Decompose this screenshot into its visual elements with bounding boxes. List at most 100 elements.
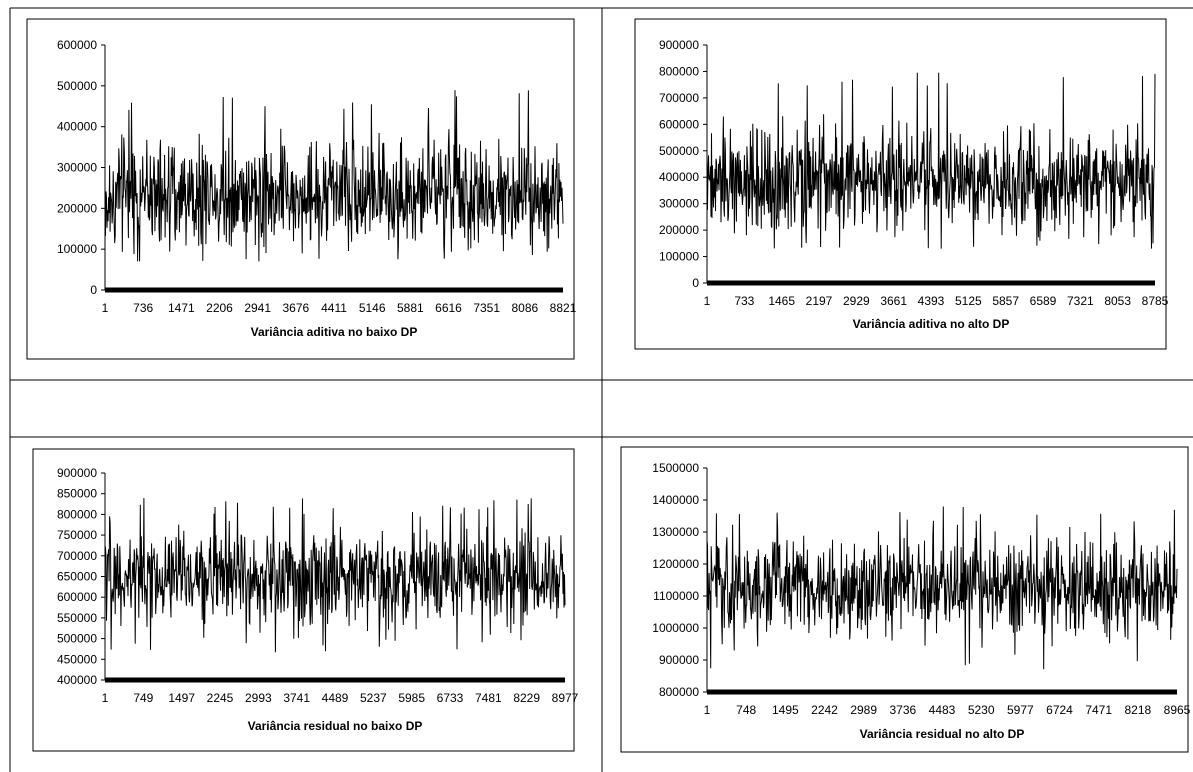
x-tick-label: 7471 <box>1085 703 1112 717</box>
series-line <box>104 498 566 653</box>
y-tick-label: 850000 <box>57 487 97 501</box>
x-tick-label: 1 <box>102 301 109 315</box>
y-tick-label: 1100000 <box>653 589 699 603</box>
chart-frame <box>634 18 1167 350</box>
x-tick-label: 1471 <box>168 301 195 315</box>
y-tick-label: 800000 <box>659 64 699 78</box>
x-tick-label: 5125 <box>955 294 982 308</box>
x-tick-label: 4393 <box>918 294 945 308</box>
x-tick-label: 7321 <box>1067 294 1094 308</box>
x-tick-label: 6733 <box>437 691 464 705</box>
y-tick-label: 0 <box>90 283 97 297</box>
x-tick-label: 5230 <box>968 703 995 717</box>
y-tick-label: 1200000 <box>652 557 699 571</box>
x-tick-label: 1 <box>704 703 711 717</box>
chart-residual-low-dp: 400000 450000 500000 550000 600000 650000 7000… <box>32 448 579 752</box>
y-tick-label: 800000 <box>57 507 97 521</box>
y-tick-label: 1300000 <box>652 525 699 539</box>
x-tick-label: 8821 <box>550 301 577 315</box>
x-axis-label: Variância aditiva no alto DP <box>853 317 1010 331</box>
x-tick-label: 7351 <box>473 301 500 315</box>
y-tick-label: 400000 <box>57 120 97 134</box>
y-tick-label: 200000 <box>659 223 699 237</box>
chart-residual-high-dp: 800000 900000 1000000 1100000 1200000 1300000… <box>620 446 1191 753</box>
chart-frame <box>26 18 575 360</box>
y-tick-label: 300000 <box>57 161 97 175</box>
y-tick-label: 900000 <box>57 466 97 480</box>
x-tick-label: 1465 <box>768 294 795 308</box>
x-tick-label: 6589 <box>1030 294 1057 308</box>
y-tick-label: 600000 <box>57 590 97 604</box>
x-tick-label: 5977 <box>1007 703 1034 717</box>
x-tick-label: 5985 <box>398 691 425 705</box>
chart-frame <box>620 446 1189 753</box>
series-line <box>706 506 1178 670</box>
x-tick-label: 5146 <box>359 301 386 315</box>
y-tick-label: 800000 <box>659 685 699 699</box>
chart-additive-high-dp: 0 100000 200000 300000 400000 500000 600000 700… <box>634 18 1169 350</box>
x-tick-label: 8218 <box>1124 703 1151 717</box>
x-tick-label: 5881 <box>397 301 424 315</box>
y-tick-label: 700000 <box>57 549 97 563</box>
y-tick-label: 700000 <box>659 91 699 105</box>
y-tick-label: 500000 <box>57 79 97 93</box>
x-tick-label: 6616 <box>435 301 462 315</box>
y-tick-label: 450000 <box>57 652 97 666</box>
y-tick-label: 600000 <box>659 117 699 131</box>
y-tick-label: 400000 <box>659 170 699 184</box>
series-line <box>104 90 564 262</box>
x-tick-label: 2929 <box>843 294 870 308</box>
y-tick-label: 300000 <box>659 197 699 211</box>
x-axis-label: Variância residual no alto DP <box>860 727 1025 741</box>
x-tick-label: 8086 <box>511 301 538 315</box>
x-tick-label: 2993 <box>245 691 272 705</box>
x-tick-label: 736 <box>133 301 153 315</box>
y-tick-label: 1500000 <box>652 461 699 475</box>
x-tick-label: 3676 <box>282 301 309 315</box>
x-tick-label: 8053 <box>1104 294 1131 308</box>
y-tick-label: 550000 <box>57 611 97 625</box>
x-tick-label: 2245 <box>207 691 234 705</box>
y-tick-label: 600000 <box>57 38 97 52</box>
x-tick-label: 8965 <box>1164 703 1191 717</box>
x-tick-label: 1495 <box>772 703 799 717</box>
x-tick-label: 2941 <box>244 301 271 315</box>
y-tick-label: 900000 <box>659 38 699 52</box>
x-tick-label: 2242 <box>811 703 838 717</box>
x-tick-label: 1 <box>704 294 711 308</box>
x-tick-label: 1 <box>102 691 109 705</box>
y-tick-label: 100000 <box>659 250 699 264</box>
x-tick-label: 8785 <box>1142 294 1169 308</box>
y-tick-label: 750000 <box>57 528 97 542</box>
x-tick-label: 6724 <box>1046 703 1073 717</box>
x-tick-label: 1497 <box>168 691 195 705</box>
x-axis-label: Variância aditiva no baixo DP <box>251 325 418 339</box>
y-tick-label: 500000 <box>57 632 97 646</box>
x-tick-label: 2989 <box>850 703 877 717</box>
y-tick-label: 650000 <box>57 570 97 584</box>
x-axis-label: Variância residual no baixo DP <box>248 719 423 733</box>
x-tick-label: 8977 <box>552 691 579 705</box>
y-tick-label: 1400000 <box>652 493 699 507</box>
y-tick-label: 0 <box>692 276 699 290</box>
y-tick-label: 100000 <box>57 242 97 256</box>
chart-frame <box>32 448 575 752</box>
x-tick-label: 2206 <box>206 301 233 315</box>
x-tick-label: 5857 <box>992 294 1019 308</box>
y-tick-label: 900000 <box>659 653 699 667</box>
x-tick-label: 3736 <box>889 703 916 717</box>
x-tick-label: 4483 <box>929 703 956 717</box>
x-tick-label: 733 <box>734 294 754 308</box>
x-tick-label: 3661 <box>880 294 907 308</box>
x-tick-label: 5237 <box>360 691 387 705</box>
y-tick-label: 400000 <box>57 673 97 687</box>
x-tick-label: 4489 <box>322 691 349 705</box>
y-tick-label: 1000000 <box>652 621 699 635</box>
x-tick-label: 4411 <box>321 301 347 315</box>
series-line <box>706 72 1156 249</box>
y-tick-label: 500000 <box>659 144 699 158</box>
x-tick-label: 2197 <box>806 294 833 308</box>
x-tick-label: 3741 <box>283 691 310 705</box>
x-tick-label: 748 <box>736 703 756 717</box>
